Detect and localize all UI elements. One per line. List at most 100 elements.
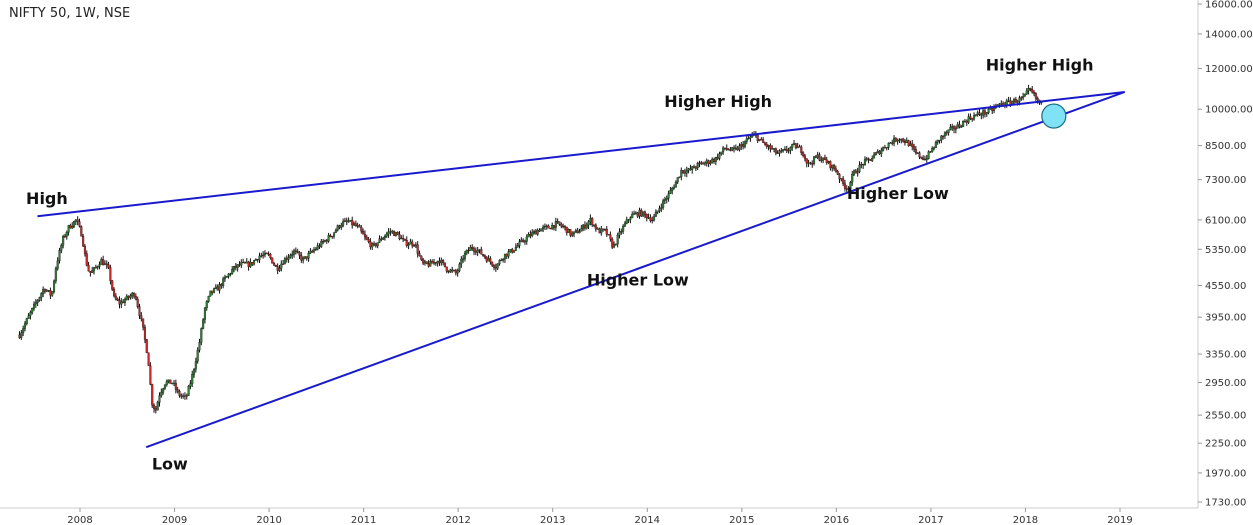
candle-body (400, 238, 403, 240)
candle-body (105, 263, 108, 266)
candle-body (411, 241, 414, 246)
candle-body (585, 224, 588, 229)
candle-body (200, 328, 203, 343)
candle-body (489, 258, 492, 263)
candle-body (209, 290, 212, 297)
candle-body (625, 219, 628, 224)
candle-body (802, 152, 805, 156)
candle-body (274, 264, 277, 267)
candle-body (67, 225, 70, 233)
candle-body (500, 259, 503, 261)
candle-body (303, 256, 306, 259)
candle-body (132, 293, 136, 297)
candle-body (1031, 89, 1034, 93)
candle-body (882, 147, 885, 151)
candle-body (772, 148, 776, 150)
annotation-label: Low (152, 455, 188, 474)
candle-body (831, 164, 834, 169)
candle-body (382, 237, 385, 240)
candle-body (1027, 88, 1030, 92)
candle-body (825, 159, 828, 163)
candle-body (725, 148, 728, 150)
candle-body (402, 238, 405, 240)
candle-body (707, 160, 710, 164)
candle-body (623, 223, 626, 227)
candle-body (672, 187, 676, 189)
candle-body (492, 265, 496, 268)
candle-body (292, 250, 296, 255)
candle-body (940, 135, 943, 141)
candle-body (43, 289, 46, 292)
highlight-circle (1041, 103, 1067, 129)
candle-body (645, 214, 648, 219)
candle-body (685, 170, 688, 174)
candle-body (322, 241, 325, 243)
candle-body (143, 327, 146, 340)
candle-body (756, 134, 759, 141)
candle-body (991, 108, 994, 111)
candle-body (1007, 100, 1010, 102)
x-tick-label: 2009 (162, 515, 187, 525)
candle-body (291, 253, 294, 256)
candle-body (234, 265, 237, 268)
candle-body (982, 110, 985, 116)
candle-body (511, 249, 514, 253)
candle-body (696, 163, 699, 169)
candle-body (154, 408, 157, 411)
candle-body (265, 252, 268, 255)
candle-body (856, 171, 859, 174)
candle-body (109, 267, 112, 281)
candle-body (551, 225, 554, 230)
candle-body (582, 224, 585, 229)
candle-body (554, 221, 557, 228)
candle-body (31, 307, 34, 313)
candle-body (305, 256, 308, 259)
candle-body (147, 352, 150, 366)
candle-body (722, 147, 725, 153)
candle-body (854, 170, 857, 174)
x-tick-label: 2011 (351, 515, 376, 525)
candle-body (907, 140, 910, 146)
candle-body (847, 188, 850, 190)
candle-body (989, 108, 992, 110)
candle-body (656, 210, 659, 213)
candle-body (945, 132, 948, 134)
candle-body (71, 226, 74, 229)
candle-body (371, 243, 374, 248)
candle-body (276, 266, 279, 271)
candle-body (503, 253, 506, 260)
candle-body (462, 258, 465, 260)
candle-body (523, 241, 526, 243)
y-tick-label: 1730.00 (1205, 498, 1246, 509)
candle-body (609, 234, 612, 240)
candle-body (438, 260, 441, 264)
candle-body (23, 323, 26, 329)
candle-body (323, 240, 326, 242)
candle-body (1012, 99, 1016, 102)
annotation-label: Higher High (664, 92, 772, 111)
candle-body (683, 172, 686, 174)
candle-body (42, 289, 45, 294)
candle-body (340, 225, 343, 228)
candle-body (403, 238, 406, 241)
candle-body (62, 236, 65, 246)
candle-body (267, 253, 270, 255)
candle-body (1025, 90, 1028, 95)
candle-body (52, 280, 56, 292)
candle-body (463, 253, 466, 259)
candle-body (89, 270, 92, 273)
candle-body (372, 243, 376, 245)
candle-body (543, 225, 546, 228)
candle-body (936, 139, 939, 143)
candle-body (698, 162, 701, 164)
candle-body (189, 383, 192, 387)
candle-body (567, 229, 570, 233)
candle-body (447, 271, 450, 273)
candle-body (127, 295, 130, 298)
candle-body (418, 253, 421, 257)
candle-body (512, 250, 516, 253)
candle-body (102, 259, 105, 266)
candle-body (92, 267, 96, 271)
candle-body (947, 129, 950, 133)
